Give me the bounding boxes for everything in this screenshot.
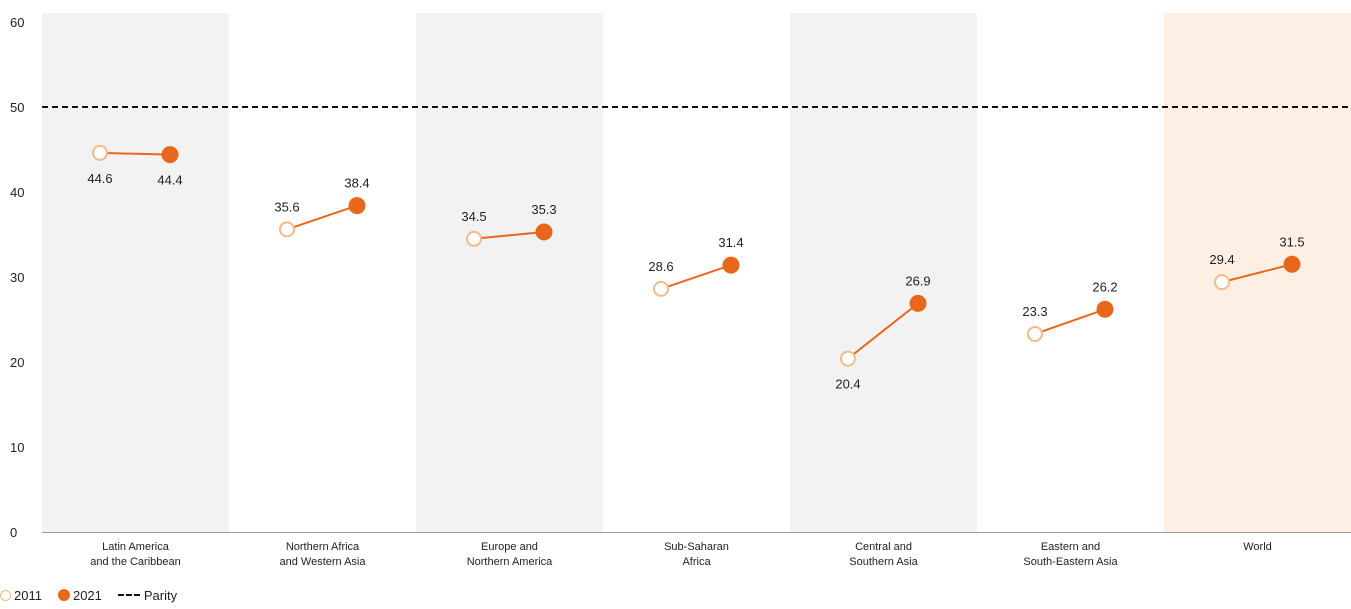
legend-label-parity: Parity [143, 587, 178, 603]
point-2021-europe-and-northern-america [535, 223, 553, 241]
x-category-sub-saharan-africa: Sub-Saharan Africa [664, 541, 729, 568]
point-2021-central-and-southern-asia [909, 294, 927, 312]
label-2021-europe-and-northern-america: 35.3 [531, 202, 556, 217]
legend-item-2021: 2021 [57, 587, 102, 603]
label-2011-central-and-southern-asia: 20.4 [835, 377, 860, 392]
x-category-eastern-and-south-eastern-asia: Eastern and South-Eastern Asia [1023, 541, 1118, 568]
point-2011-sub-saharan-africa [653, 280, 669, 297]
point-2011-latin-america-and-the-caribbean [92, 144, 108, 161]
point-2011-europe-and-northern-america [466, 230, 482, 247]
data-labels: 44.6 44.4 35.6 38.4 34.5 35.3 28.6 31.4 20.4 26.9… [87, 171, 1304, 392]
label-2021-sub-saharan-africa: 31.4 [718, 235, 743, 250]
point-2021-world [1283, 255, 1301, 273]
y-tick-10: 10 [10, 440, 24, 455]
connector-central-and-southern-asia [847, 302, 919, 360]
label-2011-northern-africa-and-western-asia: 35.6 [274, 199, 299, 214]
connector-europe-and-northern-america [473, 230, 545, 240]
connector-world [1221, 263, 1293, 284]
legend: 2011 2021 Parity [0, 586, 177, 604]
legend-marker-2021-icon [57, 589, 70, 601]
point-2021-northern-africa-and-western-asia [348, 197, 366, 215]
x-category-world: World [1243, 541, 1272, 553]
x-category-central-and-southern-asia: Central and Southern Asia [849, 541, 918, 568]
point-2021-eastern-and-south-eastern-asia [1096, 300, 1114, 318]
category-bands [42, 13, 1351, 532]
band-europe-and-northern-america [416, 13, 603, 532]
label-2021-latin-america-and-the-caribbean: 44.4 [157, 173, 182, 188]
legend-label-2011: 2011 [14, 587, 42, 603]
legend-item-parity: Parity [117, 587, 178, 603]
point-2021-sub-saharan-africa [722, 256, 740, 274]
y-tick-labels: 0 10 20 30 40 50 60 [10, 15, 24, 540]
y-tick-30: 30 [10, 270, 24, 285]
connector-northern-africa-and-western-asia [286, 204, 358, 231]
y-tick-20: 20 [10, 355, 24, 370]
y-tick-50: 50 [10, 100, 24, 115]
label-2021-world: 31.5 [1279, 234, 1304, 249]
x-category-europe-and-northern-america: Europe and Northern America [467, 541, 553, 568]
band-latin-america-and-the-caribbean [42, 13, 229, 532]
label-2021-central-and-southern-asia: 26.9 [905, 273, 930, 288]
x-category-northern-africa-and-western-asia: Northern Africa and Western Asia [279, 541, 366, 568]
legend-item-2011: 2011 [0, 588, 42, 603]
label-2011-sub-saharan-africa: 28.6 [648, 259, 673, 274]
label-2021-eastern-and-south-eastern-asia: 26.2 [1092, 279, 1117, 294]
y-tick-40: 40 [10, 185, 24, 200]
x-category-labels: Latin America and the Caribbean Northern A… [90, 541, 1272, 568]
point-2021-latin-america-and-the-caribbean [161, 146, 179, 164]
legend-label-2021: 2021 [72, 587, 102, 603]
label-2021-northern-africa-and-western-asia: 38.4 [344, 176, 369, 191]
connector-latin-america-and-the-caribbean [99, 151, 171, 156]
band-central-and-southern-asia [790, 13, 977, 532]
label-2011-eastern-and-south-eastern-asia: 23.3 [1022, 304, 1047, 319]
label-2011-world: 29.4 [1209, 252, 1234, 267]
point-2011-northern-africa-and-western-asia [279, 221, 295, 238]
label-2011-europe-and-northern-america: 34.5 [461, 209, 486, 224]
point-2011-eastern-and-south-eastern-asia [1027, 325, 1043, 342]
point-2011-world [1214, 274, 1230, 291]
y-tick-60: 60 [10, 15, 24, 30]
connector-eastern-and-south-eastern-asia [1034, 308, 1106, 335]
data-marks [92, 144, 1301, 367]
legend-marker-2011-icon [0, 589, 11, 601]
y-tick-0: 0 [10, 525, 17, 540]
connector-sub-saharan-africa [660, 264, 732, 290]
point-2011-central-and-southern-asia [840, 350, 856, 367]
label-2011-latin-america-and-the-caribbean: 44.6 [87, 171, 112, 186]
legend-marker-parity-icon [117, 594, 140, 596]
x-category-latin-america-and-the-caribbean: Latin America and the Caribbean [90, 541, 181, 568]
